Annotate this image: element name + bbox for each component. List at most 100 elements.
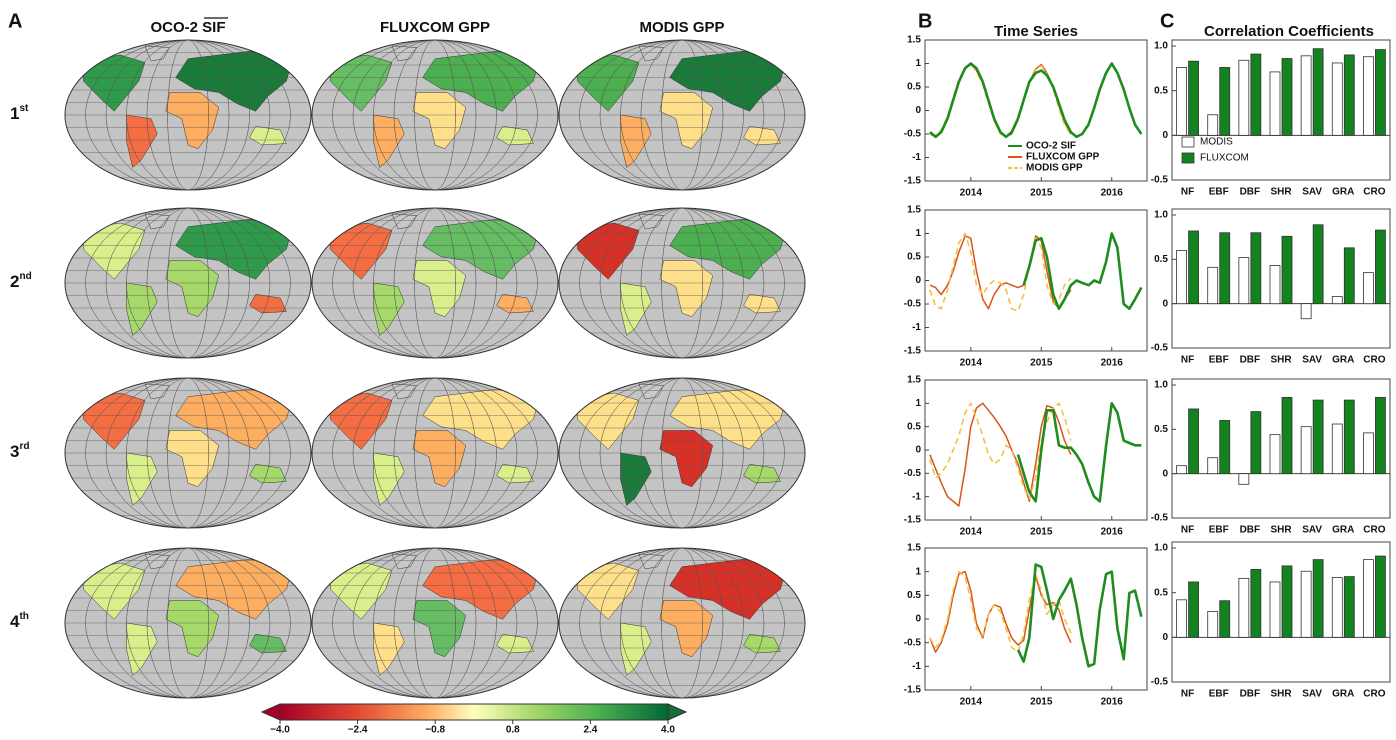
y-tick-label: -1 bbox=[912, 322, 921, 333]
map-land bbox=[330, 562, 393, 620]
y-tick-label: 0 bbox=[1162, 632, 1168, 643]
map-land bbox=[669, 218, 787, 280]
map-land bbox=[577, 222, 640, 280]
x-tick-label: EBF bbox=[1209, 525, 1229, 536]
map-land bbox=[83, 392, 146, 450]
bar bbox=[1207, 611, 1219, 638]
row-label-suffix: th bbox=[19, 611, 28, 622]
colorbar-tick-label: −4.0 bbox=[270, 725, 290, 735]
bar bbox=[1375, 49, 1386, 136]
row-label-number: 2 bbox=[10, 272, 19, 291]
series-line bbox=[1016, 563, 1143, 668]
y-tick-label: -1 bbox=[912, 152, 921, 163]
x-tick-label: SHR bbox=[1270, 355, 1292, 366]
x-tick-label: 2016 bbox=[1101, 527, 1124, 538]
map-land bbox=[577, 54, 640, 112]
bar bbox=[1219, 600, 1231, 638]
map-land bbox=[165, 600, 220, 658]
bar bbox=[1219, 420, 1231, 475]
bar bbox=[1250, 53, 1262, 136]
bar bbox=[1312, 399, 1324, 475]
map bbox=[65, 208, 311, 358]
y-tick-label: -0.5 bbox=[904, 637, 922, 648]
bar bbox=[1188, 581, 1199, 638]
map-border bbox=[558, 39, 806, 191]
map-land bbox=[659, 92, 714, 150]
map-land bbox=[496, 463, 534, 484]
map-land bbox=[659, 260, 714, 318]
map-land bbox=[83, 222, 146, 280]
time-series-panel: -1.5 -1 -0.5 0 0.5 1 1.5 2014 2015 2016 bbox=[904, 205, 1148, 369]
bar bbox=[1269, 434, 1281, 475]
y-tick-label: 0 bbox=[915, 445, 921, 456]
series-line bbox=[929, 235, 1072, 310]
series-line bbox=[929, 570, 1072, 653]
map-border bbox=[311, 377, 559, 529]
x-tick-label: 2014 bbox=[960, 527, 983, 538]
x-tick-label: CRO bbox=[1363, 689, 1385, 700]
x-tick-label: GRA bbox=[1332, 525, 1354, 536]
y-tick-label: -1 bbox=[912, 661, 921, 672]
bar bbox=[1300, 55, 1312, 136]
map-land bbox=[496, 293, 534, 314]
legend-swatch bbox=[1181, 152, 1195, 164]
x-tick-label: 2015 bbox=[1030, 527, 1053, 538]
x-tick-label: SHR bbox=[1270, 187, 1292, 198]
x-tick-label: GRA bbox=[1332, 689, 1354, 700]
map-land bbox=[330, 54, 393, 112]
y-tick-label: 0.5 bbox=[1154, 85, 1168, 96]
colorbar: −4.0 −2.4 −0.8 0.8 2.4 4.0 bbox=[260, 703, 688, 736]
x-tick-label: 2014 bbox=[960, 188, 983, 199]
bar bbox=[1343, 54, 1355, 136]
map-land bbox=[249, 125, 287, 146]
bar bbox=[1188, 60, 1199, 136]
colorbar-gradient bbox=[279, 703, 669, 721]
plot-frame bbox=[924, 209, 1148, 352]
correlation-panel: -0.5 0 0.5 1.0 NF EBF DBF SHR SAV GRA CRO bbox=[1151, 208, 1391, 366]
bar bbox=[1219, 232, 1231, 305]
chart-title: Time Series bbox=[994, 23, 1078, 40]
y-tick-label: 0.5 bbox=[1154, 424, 1168, 435]
legend-swatch bbox=[1181, 136, 1195, 148]
map bbox=[559, 378, 805, 528]
bar bbox=[1238, 473, 1250, 485]
x-tick-label: DBF bbox=[1240, 689, 1261, 700]
map-land bbox=[126, 452, 158, 506]
bar bbox=[1375, 229, 1386, 305]
map-title: MODIS GPP bbox=[639, 19, 724, 36]
x-tick-label: CRO bbox=[1363, 525, 1385, 536]
bar bbox=[1281, 565, 1293, 638]
legend-label: MODIS bbox=[1200, 137, 1233, 148]
map-land bbox=[496, 125, 534, 146]
y-tick-label: 1.5 bbox=[907, 35, 921, 46]
plot-frame bbox=[1171, 541, 1391, 683]
series-line bbox=[929, 570, 1072, 653]
series-line bbox=[929, 402, 1072, 507]
correlation-panel: Correlation Coefficients -0.5 0 0.5 1.0 NF EBF… bbox=[1151, 23, 1391, 198]
map bbox=[65, 40, 311, 190]
x-tick-label: EBF bbox=[1209, 355, 1229, 366]
y-tick-label: 0.5 bbox=[907, 590, 921, 601]
map-land bbox=[412, 260, 467, 318]
colorbar-tick-label: 0.8 bbox=[506, 725, 520, 735]
y-tick-label: -0.5 bbox=[1151, 175, 1169, 186]
y-tick-label: 1 bbox=[915, 228, 921, 239]
map-land bbox=[422, 388, 540, 450]
y-tick-label: -1.5 bbox=[904, 176, 922, 187]
map bbox=[312, 378, 558, 528]
map-land bbox=[373, 622, 405, 676]
y-tick-label: 1.5 bbox=[907, 205, 921, 216]
map-land bbox=[669, 558, 787, 620]
time-series-panel: -1.5 -1 -0.5 0 0.5 1 1.5 2014 2015 2016 bbox=[904, 543, 1148, 708]
x-tick-label: 2016 bbox=[1101, 358, 1124, 369]
plot-frame bbox=[1171, 208, 1391, 349]
bar bbox=[1300, 426, 1312, 475]
bar bbox=[1176, 465, 1187, 475]
time-series-panel: -1.5 -1 -0.5 0 0.5 1 1.5 2014 2015 2016 bbox=[904, 375, 1148, 538]
series-line bbox=[929, 402, 1072, 500]
bar bbox=[1312, 559, 1324, 638]
series-line bbox=[1016, 402, 1142, 503]
x-tick-label: SAV bbox=[1302, 525, 1322, 536]
y-tick-label: 1.5 bbox=[907, 543, 921, 554]
bar bbox=[1269, 71, 1281, 136]
